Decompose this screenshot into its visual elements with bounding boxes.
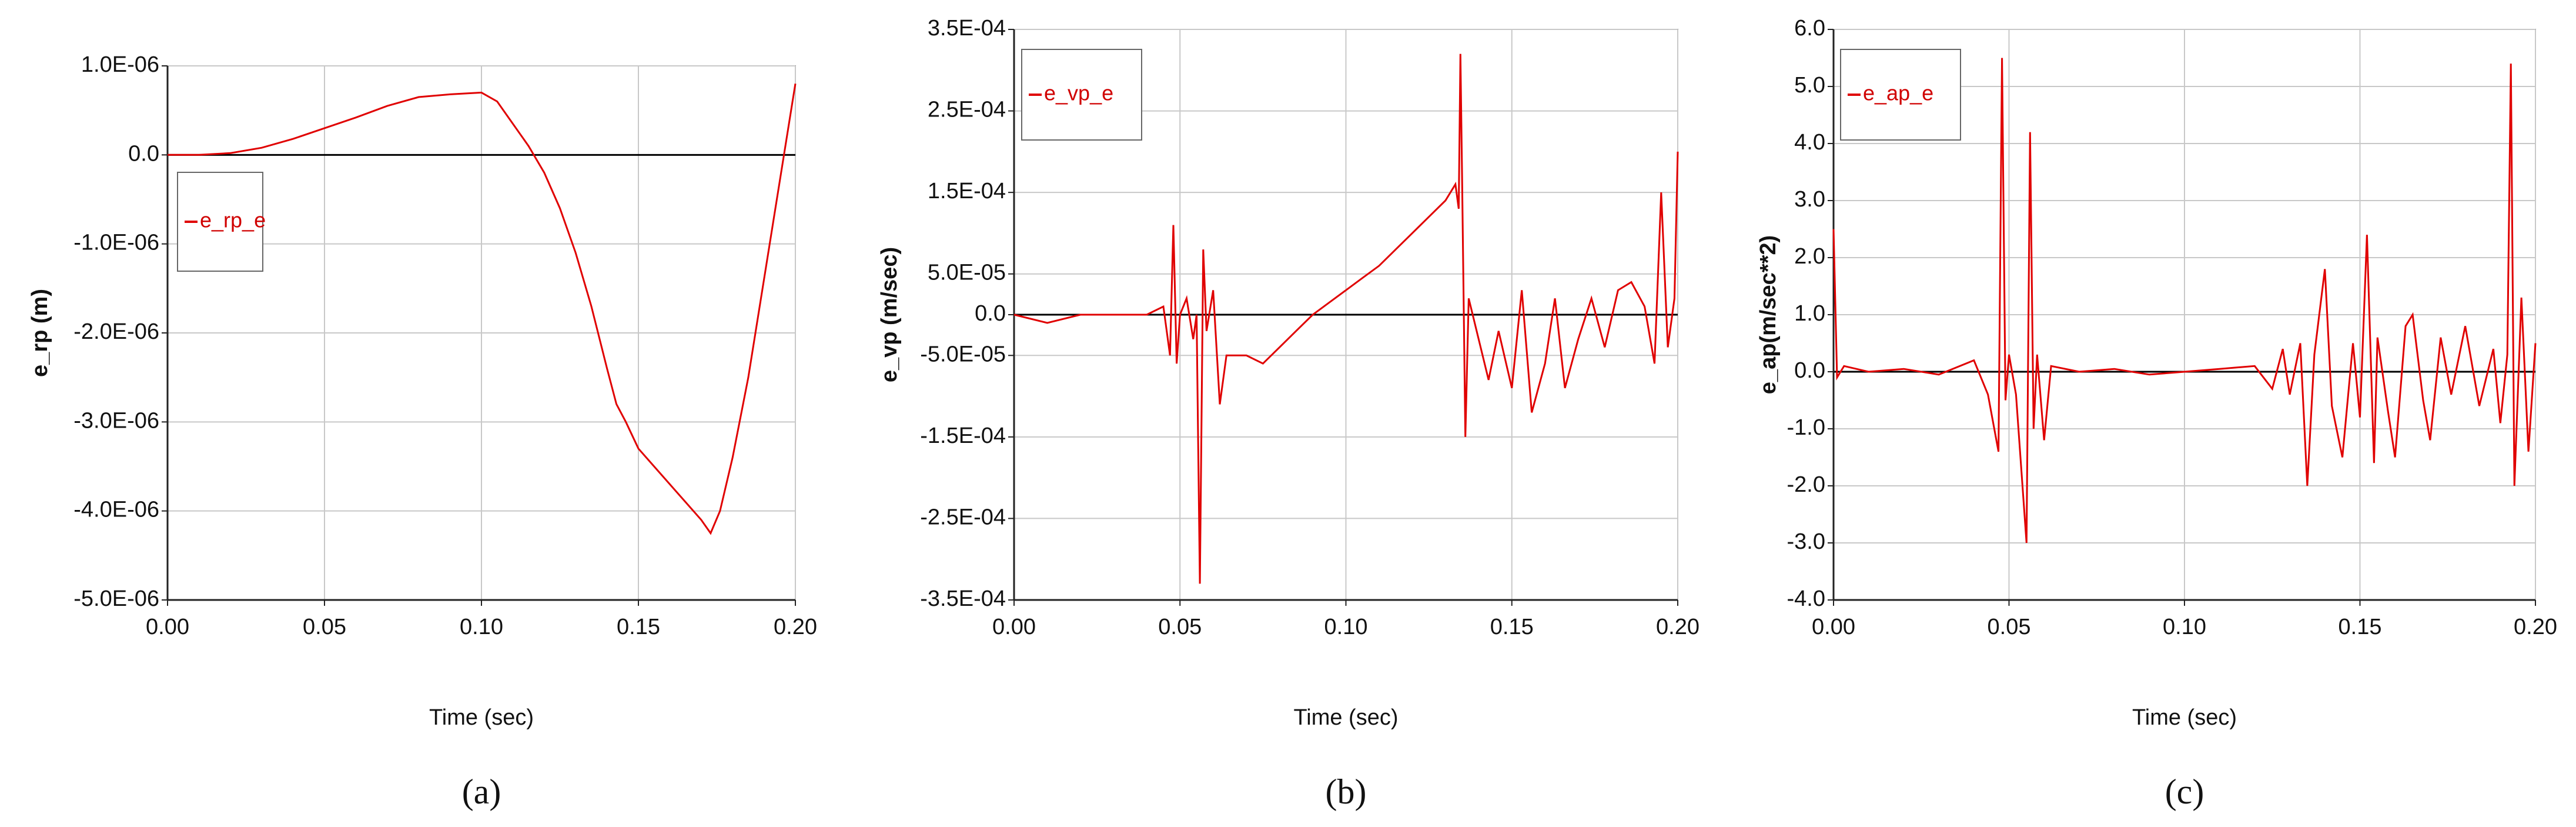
x-tick-label: 0.10 (2163, 615, 2206, 639)
y-tick-label: -3.0 (1787, 529, 1825, 554)
x-axis-label: Time (sec) (429, 705, 534, 730)
y-tick-label: -1.0E-06 (73, 231, 159, 255)
x-tick-label: 0.05 (1158, 615, 1202, 639)
x-tick-label: 0.05 (303, 615, 346, 639)
x-tick-label: 0.20 (1656, 615, 1700, 639)
y-tick-label: -5.0E-05 (920, 342, 1006, 366)
x-axis-label: Time (sec) (2132, 705, 2237, 730)
legend-label: e_ap_e (1863, 81, 1933, 105)
y-tick-label: 1.0 (1794, 301, 1825, 326)
y-tick-label: 2.0 (1794, 244, 1825, 269)
y-tick-label: 3.5E-04 (928, 16, 1006, 41)
y-tick-label: 0.0 (975, 301, 1006, 326)
x-tick-label: 0.00 (146, 615, 189, 639)
x-tick-label: 0.10 (1324, 615, 1368, 639)
x-tick-label: 0.15 (1490, 615, 1534, 639)
data-line (1832, 58, 2537, 543)
x-tick-label: 0.05 (1988, 615, 2031, 639)
y-tick-label: 3.0 (1794, 187, 1825, 212)
y-tick-label: -3.0E-06 (73, 408, 159, 433)
y-axis-label: e_ap(m/sec**2) (1756, 235, 1781, 394)
x-tick-label: 0.10 (460, 615, 503, 639)
caption: (b) (1326, 772, 1367, 811)
y-tick-label: -2.0E-06 (73, 319, 159, 344)
y-tick-label: -4.0E-06 (73, 498, 159, 522)
y-tick-label: -4.0 (1787, 586, 1825, 611)
y-tick-label: 5.0 (1794, 73, 1825, 98)
x-tick-label: 0.00 (992, 615, 1036, 639)
caption: (a) (462, 772, 501, 811)
legend-label: e_rp_e (200, 208, 266, 232)
y-tick-label: 4.0 (1794, 130, 1825, 155)
x-tick-label: 0.15 (2339, 615, 2382, 639)
y-tick-label: 6.0 (1794, 16, 1825, 41)
y-tick-label: 1.5E-04 (928, 179, 1006, 204)
y-tick-label: -5.0E-06 (73, 586, 159, 611)
y-tick-label: 5.0E-05 (928, 261, 1006, 285)
x-tick-label: 0.20 (2514, 615, 2557, 639)
y-tick-label: 0.0 (128, 141, 159, 166)
y-axis-label: e_vp (m/sec) (877, 247, 902, 382)
y-tick-label: -3.5E-04 (920, 586, 1006, 611)
y-tick-label: -2.5E-04 (920, 505, 1006, 529)
y-tick-label: 2.5E-04 (928, 98, 1006, 122)
y-tick-label: 0.0 (1794, 358, 1825, 383)
x-axis-label: Time (sec) (1293, 705, 1398, 730)
data-line (168, 84, 797, 535)
data-line (1013, 54, 1679, 584)
x-tick-label: 0.20 (774, 615, 817, 639)
y-tick-label: -2.0 (1787, 472, 1825, 497)
y-tick-label: -1.5E-04 (920, 423, 1006, 448)
y-axis-label: e_rp (m) (28, 289, 52, 377)
x-tick-label: 0.15 (617, 615, 660, 639)
y-tick-label: -1.0 (1787, 415, 1825, 440)
legend-label: e_vp_e (1044, 81, 1113, 105)
caption: (c) (2165, 772, 2204, 811)
x-tick-label: 0.00 (1812, 615, 1855, 639)
y-tick-label: 1.0E-06 (81, 52, 159, 77)
